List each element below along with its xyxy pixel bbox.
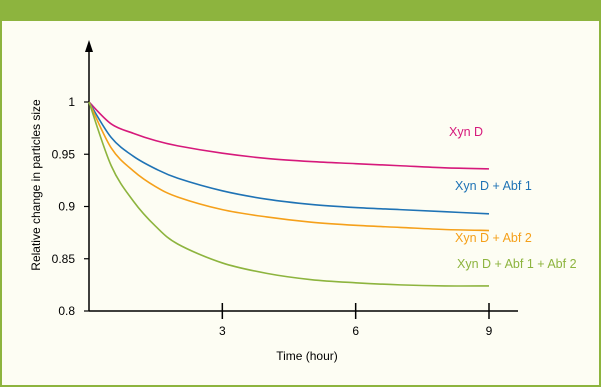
- x-tick-label: 3: [219, 324, 226, 338]
- series-lines: [88, 101, 490, 287]
- header-bar: [0, 0, 601, 21]
- y-axis-title: Relative change in particles size: [29, 99, 43, 271]
- tick-labels: 0.8 0.85 0.9 0.95 1 3 6 9: [52, 95, 493, 338]
- tick-marks: [84, 101, 490, 319]
- series-line-4: [88, 101, 490, 287]
- series-line-1: [88, 101, 490, 170]
- series-label-4: Xyn D + Abf 1 + Abf 2: [457, 257, 577, 271]
- series-label-3: Xyn D + Abf 2: [455, 231, 532, 245]
- series-line-2: [88, 101, 490, 215]
- x-axis-title: Time (hour): [276, 349, 338, 363]
- y-tick-label: 0.95: [52, 147, 76, 161]
- x-tick-label: 9: [486, 324, 493, 338]
- y-axis-arrow: [85, 40, 93, 52]
- series-label-2: Xyn D + Abf 1: [455, 179, 532, 193]
- y-tick-label: 1: [68, 95, 75, 109]
- series-line-3: [88, 101, 490, 232]
- y-tick-label: 0.8: [58, 304, 75, 318]
- series-label-1: Xyn D: [449, 125, 483, 139]
- x-tick-label: 6: [352, 324, 359, 338]
- y-tick-label: 0.9: [58, 200, 75, 214]
- series-labels: Xyn D Xyn D + Abf 1 Xyn D + Abf 2 Xyn D + A…: [449, 125, 577, 271]
- y-tick-label: 0.85: [52, 252, 76, 266]
- axes: [85, 40, 518, 312]
